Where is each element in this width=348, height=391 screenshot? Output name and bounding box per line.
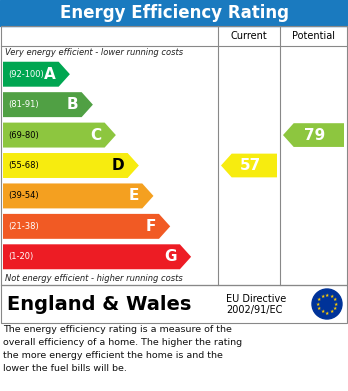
- Text: 57: 57: [240, 158, 261, 173]
- Text: ★: ★: [317, 297, 322, 302]
- Text: ★: ★: [325, 310, 329, 316]
- Polygon shape: [3, 62, 70, 87]
- Text: (55-68): (55-68): [8, 161, 39, 170]
- Text: ★: ★: [333, 297, 337, 302]
- Polygon shape: [3, 244, 191, 269]
- Text: G: G: [164, 249, 177, 264]
- Text: England & Wales: England & Wales: [7, 294, 191, 314]
- Polygon shape: [3, 92, 93, 117]
- Polygon shape: [221, 154, 277, 178]
- Text: (21-38): (21-38): [8, 222, 39, 231]
- Text: Very energy efficient - lower running costs: Very energy efficient - lower running co…: [5, 48, 183, 57]
- Text: ★: ★: [320, 294, 325, 299]
- Text: (1-20): (1-20): [8, 252, 33, 261]
- Text: ★: ★: [329, 309, 334, 314]
- Text: (81-91): (81-91): [8, 100, 39, 109]
- Text: (92-100): (92-100): [8, 70, 44, 79]
- Text: Current: Current: [231, 31, 267, 41]
- Text: E: E: [129, 188, 139, 203]
- Text: Not energy efficient - higher running costs: Not energy efficient - higher running co…: [5, 274, 183, 283]
- Text: ★: ★: [329, 294, 334, 299]
- Text: F: F: [145, 219, 156, 234]
- Text: D: D: [112, 158, 125, 173]
- Text: ★: ★: [320, 309, 325, 314]
- Text: 2002/91/EC: 2002/91/EC: [226, 305, 282, 315]
- Polygon shape: [283, 123, 344, 147]
- Polygon shape: [3, 183, 153, 208]
- Text: Energy Efficiency Rating: Energy Efficiency Rating: [60, 4, 288, 22]
- Text: (69-80): (69-80): [8, 131, 39, 140]
- Text: EU Directive: EU Directive: [226, 294, 286, 305]
- Text: Potential: Potential: [292, 31, 335, 41]
- Polygon shape: [3, 214, 170, 239]
- Text: A: A: [44, 67, 56, 82]
- Text: B: B: [67, 97, 79, 112]
- Text: The energy efficiency rating is a measure of the
overall efficiency of a home. T: The energy efficiency rating is a measur…: [3, 325, 242, 373]
- Text: ★: ★: [333, 306, 337, 311]
- Bar: [1, 26, 347, 285]
- Polygon shape: [3, 153, 139, 178]
- Text: 79: 79: [304, 127, 326, 143]
- Text: ★: ★: [334, 301, 338, 307]
- Text: ★: ★: [317, 306, 322, 311]
- Polygon shape: [3, 123, 116, 147]
- Text: (39-54): (39-54): [8, 192, 39, 201]
- Circle shape: [312, 289, 342, 319]
- Bar: [0, 0, 348, 26]
- Text: C: C: [90, 127, 102, 143]
- Text: ★: ★: [316, 301, 320, 307]
- Text: ★: ★: [325, 292, 329, 298]
- Bar: [1, 285, 347, 323]
